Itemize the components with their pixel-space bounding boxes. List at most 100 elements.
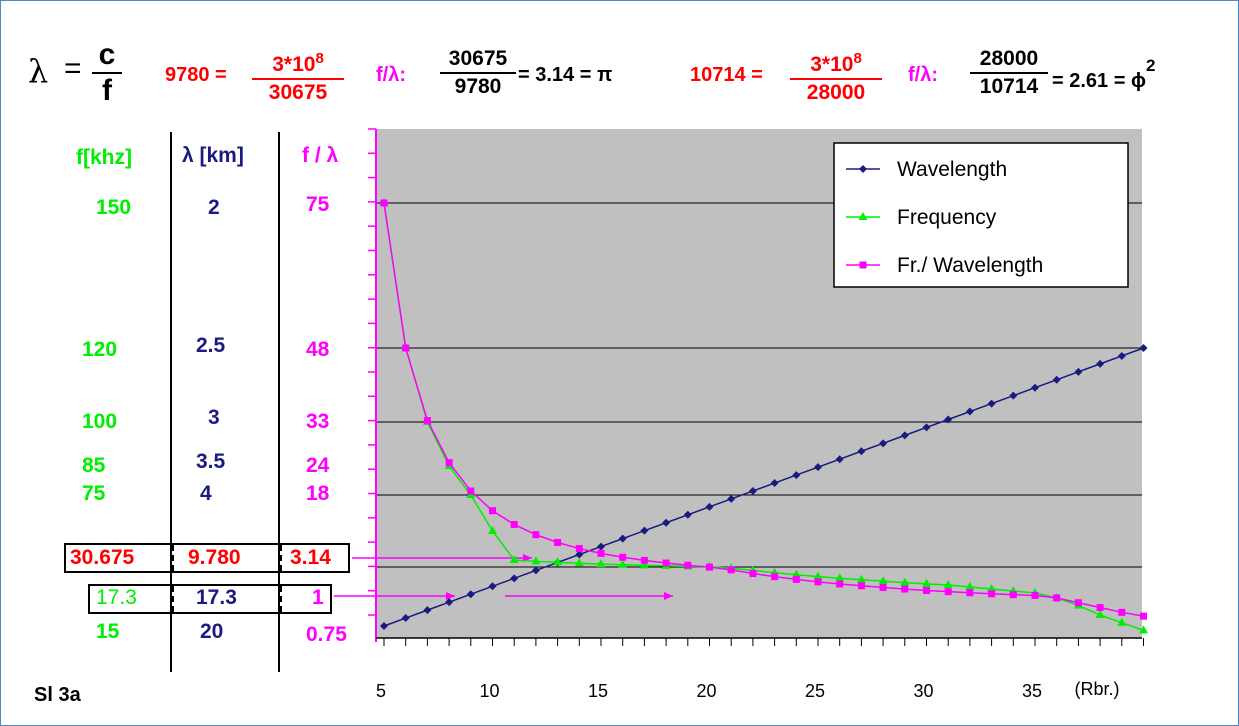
- row-ratio-18: 18: [306, 482, 330, 505]
- frequency-point: [596, 559, 606, 568]
- unity-arrow-head: [446, 592, 455, 600]
- row-ratio-0-75: 0.75: [306, 623, 347, 646]
- legend-marker: [859, 261, 867, 269]
- unity-row-box: [88, 584, 332, 614]
- row-freq-150: 150: [96, 196, 132, 219]
- wavelength-point: [792, 471, 801, 480]
- eq1-denominator: 30675: [268, 81, 328, 104]
- wavelength-point: [1052, 375, 1061, 384]
- wavelength-point: [640, 526, 649, 535]
- ratio-point: [706, 563, 713, 571]
- frequency-point: [813, 571, 823, 580]
- wavelength-point: [922, 423, 931, 432]
- frequency-point: [1095, 610, 1105, 619]
- lambda-symbol: λ: [28, 52, 49, 90]
- wavelength-point: [597, 542, 605, 551]
- row-freq-75: 75: [82, 482, 106, 505]
- frequency-point: [965, 582, 975, 590]
- ratio-point: [1140, 612, 1147, 620]
- frequency-point: [574, 558, 584, 567]
- ratio-point: [423, 417, 431, 425]
- wavelength-point: [835, 455, 844, 464]
- wavelength-point: [531, 566, 540, 575]
- ratio2-result: = 2.61 = ϕ2: [1052, 56, 1156, 92]
- eq1-left: 9780 =: [165, 64, 227, 86]
- frequency-point: [878, 576, 888, 585]
- ratio-point: [684, 561, 692, 569]
- ratio2-denominator: 10714: [979, 75, 1039, 98]
- row-wave-3-5: 3.5: [196, 450, 226, 473]
- row-ratio-33: 33: [306, 410, 330, 433]
- unity-row-divider-2: [280, 586, 282, 612]
- f-over-lambda-label-1: f/λ:: [376, 64, 406, 86]
- x-tick-label: 5: [376, 681, 386, 701]
- ratio-point: [597, 549, 605, 557]
- wavelength-point: [1074, 367, 1083, 376]
- frequency-point: [618, 559, 628, 568]
- wavelength-point: [705, 502, 714, 511]
- row-ratio-24: 24: [306, 454, 330, 477]
- wavelength-point: [662, 518, 671, 527]
- x-tick-label: 15: [588, 681, 608, 701]
- ratio-point: [923, 587, 930, 595]
- wavelength-point: [965, 407, 974, 416]
- ratio-point: [467, 487, 475, 495]
- ratio-point: [1053, 594, 1061, 602]
- row-freq-85: 85: [82, 454, 106, 477]
- ratio-point: [836, 580, 844, 588]
- ratio-point: [619, 553, 627, 561]
- row-wave-2: 2: [208, 196, 220, 219]
- wavelength-point: [575, 550, 584, 559]
- x-tick-label: 25: [805, 681, 825, 701]
- ratio2-numerator: 28000: [970, 46, 1048, 74]
- frequency-point: [835, 573, 845, 582]
- series-line-diamond: [383, 347, 1144, 627]
- pi-row-ratio: 3.14: [290, 546, 331, 569]
- x-tick-label: 10: [479, 681, 499, 701]
- ratio1-result: = 3.14 = π: [518, 64, 613, 86]
- unity-row-divider-1: [172, 586, 174, 612]
- ratio-point: [966, 589, 974, 597]
- ratio-point: [1074, 599, 1082, 607]
- ratio-point: [1118, 608, 1126, 616]
- ratio-point: [1096, 604, 1104, 612]
- pi-row-wavelength: 9.780: [188, 546, 241, 569]
- c-over-f-fraction: c f: [92, 38, 122, 108]
- ratio-point: [1031, 591, 1039, 599]
- unity-row-wavelength: 17.3: [196, 586, 237, 609]
- wavelength-point: [900, 431, 909, 440]
- table-separator-2: [278, 132, 280, 672]
- c-numerator: c: [92, 38, 122, 74]
- row-wave-20: 20: [200, 620, 224, 643]
- ratio-point: [510, 520, 518, 528]
- frequency-point: [553, 557, 563, 566]
- ratio-point: [1009, 591, 1017, 599]
- eq2-left: 10714 =: [690, 64, 763, 86]
- ratio2-fraction: 28000 10714: [970, 46, 1048, 100]
- frequency-point: [987, 584, 997, 592]
- wavelength-point: [814, 463, 822, 472]
- wavelength-point: [1139, 344, 1148, 352]
- figure-label: Sl 3a: [34, 684, 81, 706]
- ratio-point: [988, 590, 996, 598]
- wavelength-point: [987, 399, 996, 408]
- frequency-point: [900, 577, 910, 586]
- frequency-point: [856, 574, 866, 583]
- wavelength-point: [1031, 383, 1039, 392]
- x-tick-label: 35: [1022, 681, 1042, 701]
- wavelength-point: [1117, 351, 1126, 360]
- wavelength-point: [445, 598, 454, 607]
- legend-marker: [858, 212, 868, 220]
- ratio-point: [814, 578, 822, 586]
- pi-row-box: [64, 543, 350, 573]
- eq2-fraction: 3*108 28000: [790, 46, 882, 106]
- frequency-point: [509, 555, 519, 563]
- ratio-point: [445, 459, 453, 467]
- row-wave-2-5: 2.5: [196, 334, 226, 357]
- x-tick-label: 30: [913, 681, 933, 701]
- eq2-numerator: 3*108: [790, 46, 882, 80]
- wavelength-point: [1009, 391, 1018, 400]
- wavelength-point: [683, 510, 692, 519]
- frequency-point: [639, 560, 649, 569]
